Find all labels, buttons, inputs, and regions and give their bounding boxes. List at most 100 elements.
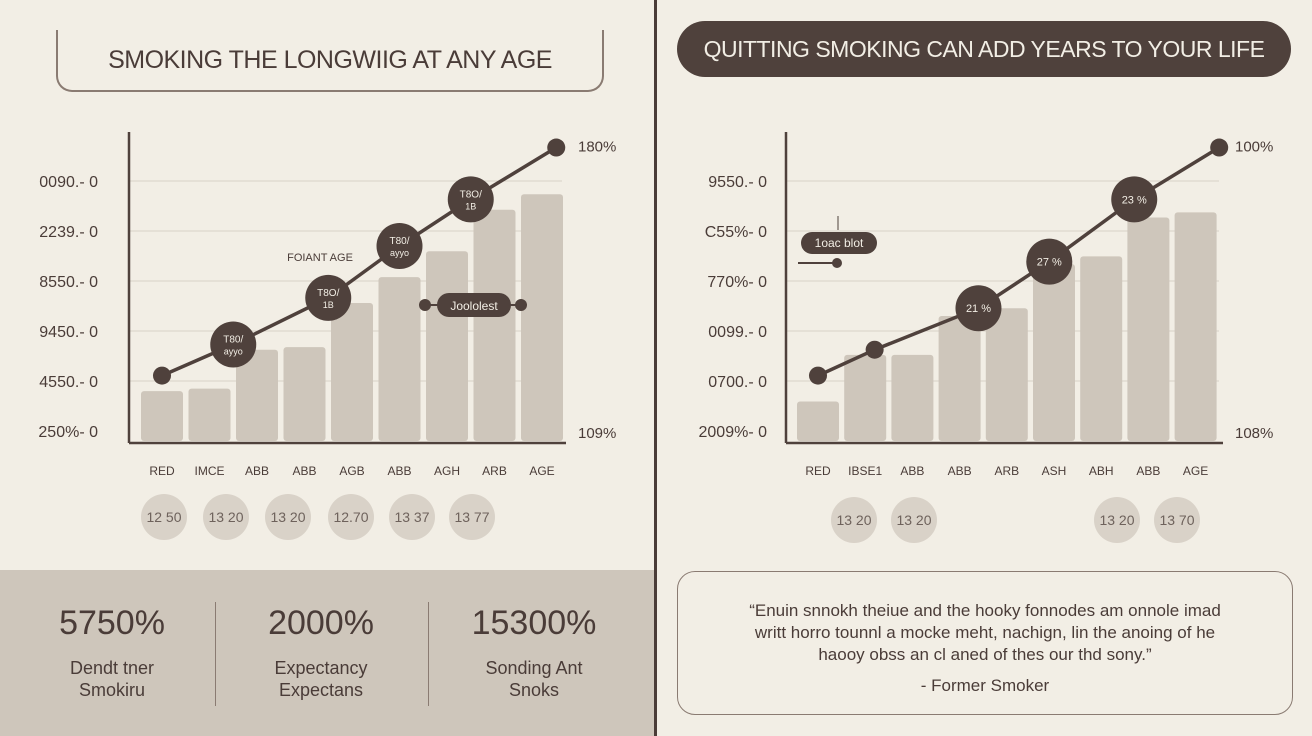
bar [521, 194, 563, 441]
stat-3-label: Sonding Ant Snoks [434, 657, 634, 701]
callout-dot [419, 299, 431, 311]
trend-marker-label: 23 % [1122, 194, 1147, 206]
quote-line-1: “Enuin snnokh theiue and the hooky fonno… [749, 601, 1221, 620]
value-circle: 12.70 [328, 494, 374, 540]
quote-box: “Enuin snnokh theiue and the hooky fonno… [677, 571, 1293, 715]
y-tick-label: 9550.- 0 [708, 174, 767, 191]
stat-1-label-line1: Dendt tner [69, 658, 155, 678]
trend-marker-label: T80/ [389, 236, 409, 247]
bar [331, 303, 373, 441]
bar [141, 391, 183, 441]
trend-marker-large [447, 176, 494, 223]
y-tick-label: 250%- 0 [38, 424, 98, 441]
x-tick-label: ABB [1136, 464, 1160, 478]
chart-annotation: FOIANT AGE [287, 252, 353, 264]
bar [938, 316, 981, 441]
x-tick-label: ABH [1089, 464, 1114, 478]
right-top-label: 100% [1235, 139, 1273, 156]
left-panel: SMOKING THE LONGWIIG AT ANY AGE 250%- 0 4… [0, 0, 655, 736]
y-tick-label: 2009%- 0 [699, 424, 768, 441]
value-circle: 12 50 [141, 494, 187, 540]
value-circle: 13 37 [389, 494, 435, 540]
trend-marker-label: 27 % [1037, 257, 1062, 269]
right-top-label: 180% [578, 139, 616, 156]
trend-marker-label: T80/ [223, 335, 243, 346]
trend-marker [865, 340, 884, 359]
value-circle: 13 20 [203, 494, 249, 540]
x-tick-label: ABB [387, 464, 411, 478]
stats-band: 5750% Dendt tner Smokiru 2000% Expectanc… [0, 570, 655, 736]
quote-text: “Enuin snnokh theiue and the hooky fonno… [698, 600, 1272, 666]
trend-marker-large [305, 274, 352, 321]
quote-line-2: writt horro tounnl a mocke meht, nachign… [754, 623, 1216, 642]
trend-marker-sublabel: 1B [465, 201, 476, 211]
stat-2-value: 2000% [268, 604, 374, 642]
bar [378, 277, 421, 441]
bar [188, 388, 231, 441]
x-tick-label: ABB [245, 464, 269, 478]
value-circle: 13 20 [891, 497, 937, 543]
y-tick-label: 8550.- 0 [39, 274, 98, 291]
callout-pill [437, 293, 511, 317]
bar [426, 251, 468, 441]
y-tick-label: 0090.- 0 [39, 174, 98, 191]
bar [985, 308, 1028, 441]
stat-2-label: Expectancy Expectans [221, 657, 421, 701]
x-tick-label: RED [805, 464, 831, 478]
trend-marker-sublabel: 1B [323, 300, 334, 310]
x-tick-label: ABB [948, 464, 972, 478]
x-tick-label: AGE [529, 464, 554, 478]
stat-divider [215, 602, 216, 706]
trend-marker-large [1111, 176, 1158, 223]
y-tick-label: C55%- 0 [705, 224, 767, 241]
x-tick-label: ASH [1042, 464, 1067, 478]
right-chart: 2009%- 0 0700.- 0 0099.- 0 770%- 0 C55%- 0 95… [699, 132, 1273, 478]
stat-1-label-line2: Smokiru [78, 680, 145, 700]
bar [891, 354, 934, 441]
bar [236, 349, 278, 441]
y-tick-label: 0700.- 0 [708, 374, 767, 391]
bar [1127, 217, 1170, 441]
right-title: QUITTING SMOKING CAN ADD YEARS TO YOUR L… [677, 21, 1291, 77]
bar [473, 209, 516, 441]
left-chart: 250%- 0 4550.- 0 9450.- 0 8550.- 0 2239.- 0 0… [38, 132, 616, 478]
bar [844, 354, 887, 441]
value-circle: 13 77 [449, 494, 495, 540]
trend-marker-label: 21 % [966, 303, 991, 315]
bar [283, 347, 326, 441]
quote-author: - Former Smoker [920, 676, 1050, 695]
trend-marker [547, 138, 566, 157]
y-tick-label: 2239.- 0 [39, 224, 98, 241]
right-panel: QUITTING SMOKING CAN ADD YEARS TO YOUR L… [657, 0, 1312, 736]
trend-marker [809, 366, 827, 385]
y-tick-label: 770%- 0 [707, 274, 767, 291]
trend-marker [1210, 138, 1229, 157]
trend-marker-large [955, 285, 1002, 332]
stat-3-label-line1: Sonding Ant [485, 658, 583, 678]
callout-label: 1oac blot [815, 236, 864, 250]
trend-marker-label: T8O/ [460, 189, 482, 200]
trend-marker-sublabel: ayyo [224, 347, 243, 357]
callout-dot [832, 258, 842, 268]
x-tick-label: AGH [434, 464, 460, 478]
callout-label: Joololest [450, 299, 498, 313]
stat-2: 2000% Expectancy Expectans [221, 604, 421, 701]
left-title: SMOKING THE LONGWIIG AT ANY AGE [56, 30, 604, 92]
x-tick-label: ABB [900, 464, 924, 478]
bar [1080, 256, 1123, 441]
right-bottom-label: 108% [1235, 425, 1273, 442]
stat-3-value: 15300% [471, 604, 597, 642]
x-tick-label: ARB [482, 464, 507, 478]
x-tick-label: AGE [1183, 464, 1208, 478]
value-circle: 13 20 [265, 494, 311, 540]
stat-2-label-line1: Expectancy [274, 658, 368, 678]
trend-marker-large [210, 321, 257, 368]
bar [1174, 212, 1217, 441]
trend-marker-large [376, 223, 423, 270]
right-bottom-label: 109% [578, 425, 616, 442]
trend-marker-large [1026, 238, 1073, 285]
callout-dot [515, 299, 527, 311]
y-tick-label: 0099.- 0 [708, 324, 767, 341]
value-circle: 13 20 [831, 497, 877, 543]
quote-line-3: haooy obss an cl aned of thes our thd so… [818, 645, 1152, 664]
